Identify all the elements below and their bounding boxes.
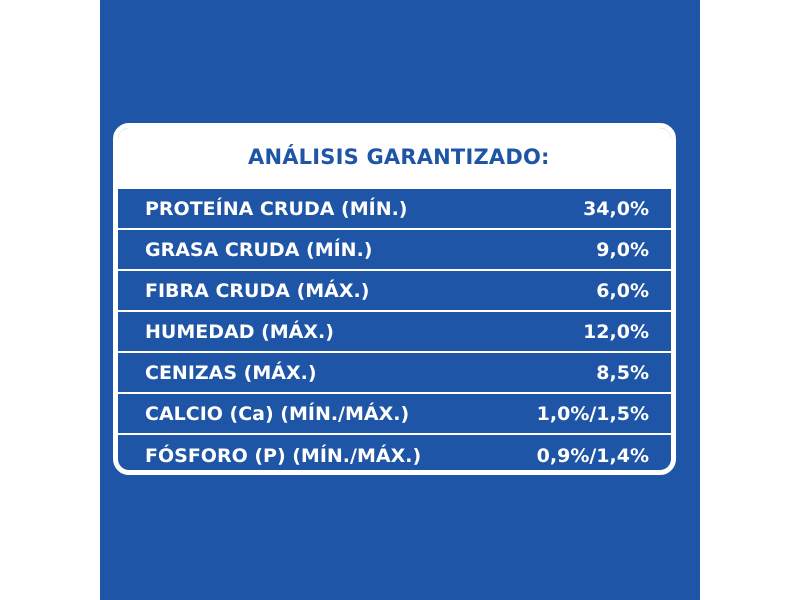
row-value: 8,5%: [596, 361, 649, 384]
table-header: ANÁLISIS GARANTIZADO:: [118, 128, 671, 189]
table-row: FÓSFORO (P) (MÍN./MÁX.) 0,9%/1,4%: [118, 435, 671, 470]
table-row: HUMEDAD (MÁX.) 12,0%: [118, 312, 671, 353]
row-label: FIBRA CRUDA (MÁX.): [145, 279, 370, 302]
row-label: GRASA CRUDA (MÍN.): [145, 238, 373, 261]
table-row: FIBRA CRUDA (MÁX.) 6,0%: [118, 271, 671, 312]
guaranteed-analysis-table: ANÁLISIS GARANTIZADO: PROTEÍNA CRUDA (MÍ…: [113, 123, 676, 475]
row-value: 9,0%: [596, 238, 649, 261]
table-row: PROTEÍNA CRUDA (MÍN.) 34,0%: [118, 189, 671, 230]
table-row: CENIZAS (MÁX.) 8,5%: [118, 353, 671, 394]
table-row: CALCIO (Ca) (MÍN./MÁX.) 1,0%/1,5%: [118, 394, 671, 435]
row-label: PROTEÍNA CRUDA (MÍN.): [145, 197, 408, 220]
row-value: 6,0%: [596, 279, 649, 302]
row-value: 1,0%/1,5%: [536, 402, 649, 425]
row-label: CALCIO (Ca) (MÍN./MÁX.): [145, 402, 410, 425]
row-label: HUMEDAD (MÁX.): [145, 320, 334, 343]
row-value: 0,9%/1,4%: [536, 444, 649, 467]
row-label: FÓSFORO (P) (MÍN./MÁX.): [145, 444, 422, 467]
row-value: 34,0%: [583, 197, 649, 220]
row-label: CENIZAS (MÁX.): [145, 361, 317, 384]
table-row: GRASA CRUDA (MÍN.) 9,0%: [118, 230, 671, 271]
table-rows: PROTEÍNA CRUDA (MÍN.) 34,0% GRASA CRUDA …: [118, 189, 671, 470]
row-value: 12,0%: [583, 320, 649, 343]
table-title: ANÁLISIS GARANTIZADO:: [248, 145, 550, 169]
